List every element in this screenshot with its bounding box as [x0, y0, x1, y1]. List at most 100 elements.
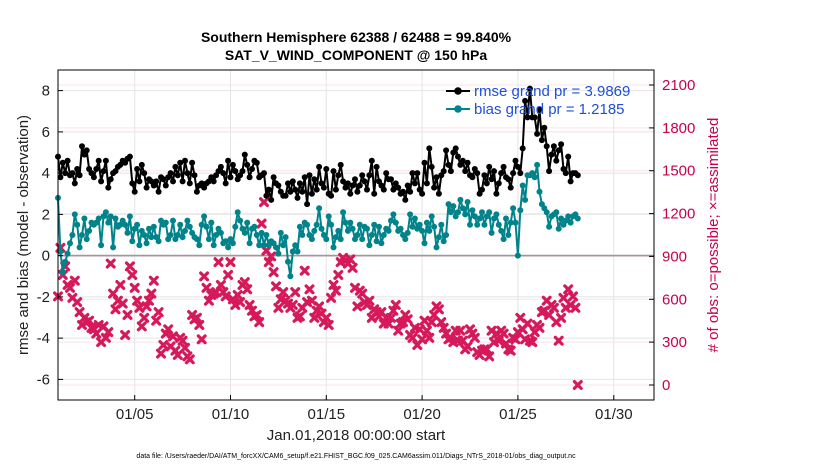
series-point: [565, 213, 572, 220]
obs-assimilated-point: [215, 280, 226, 290]
tick-label-x: 01/15: [308, 406, 346, 423]
series-point: [316, 205, 323, 212]
series-point: [67, 240, 73, 247]
obs-assimilated-marker: [294, 311, 305, 322]
series-point: [225, 244, 232, 251]
obs-assimilated-point: [299, 265, 310, 276]
series-point: [59, 269, 66, 276]
series-point: [294, 194, 301, 201]
series-point: [507, 219, 514, 226]
obs-assimilated-marker: [225, 257, 236, 268]
series-point: [222, 180, 229, 187]
obs-assimilated-point: [115, 280, 126, 290]
series-point: [296, 180, 303, 187]
series-point: [122, 221, 129, 228]
obs-assimilated-marker: [144, 295, 154, 306]
series-point: [64, 157, 71, 164]
tick-label-x: 01/25: [499, 406, 537, 423]
series-point: [107, 176, 114, 183]
series-point: [170, 217, 176, 224]
series-point: [251, 223, 258, 230]
series-point: [486, 209, 493, 216]
series-point: [263, 232, 270, 238]
series-point: [462, 168, 469, 175]
series-point: [354, 188, 361, 195]
series-point: [512, 219, 519, 226]
legend-rmse-label: rmse grand pr = 3.9869: [474, 83, 630, 100]
series-point: [340, 178, 347, 185]
obs-assimilated-point: [481, 344, 492, 355]
series-point: [177, 221, 184, 228]
series-point: [172, 163, 179, 170]
series-point: [378, 240, 385, 247]
obs-assimilated-marker: [259, 197, 269, 208]
obs-assimilated-point: [534, 322, 545, 333]
series-point: [193, 188, 200, 195]
series-point: [62, 258, 69, 265]
series-point: [488, 176, 495, 183]
series-point: [510, 170, 517, 177]
series-point: [253, 232, 260, 238]
series-point: [143, 240, 150, 247]
obs-assimilated-marker: [314, 301, 325, 312]
series-point: [328, 192, 335, 199]
series-point: [193, 236, 200, 243]
series-point: [479, 209, 485, 216]
obs-assimilated-point: [527, 337, 538, 348]
obs-assimilated-point: [223, 270, 234, 280]
obs-assimilated-marker: [132, 295, 143, 306]
series-point: [316, 163, 323, 170]
obs-assimilated-marker: [103, 327, 114, 338]
series-point: [373, 163, 380, 170]
obs-assimilated-point: [139, 312, 150, 323]
obs-assimilated-point: [194, 320, 205, 330]
obs-assimilated-point: [347, 262, 358, 273]
obs-assimilated-marker: [191, 312, 202, 323]
series-point: [136, 178, 143, 185]
obs-assimilated-point: [153, 307, 164, 318]
series-point: [273, 244, 279, 251]
tick-label-right: 2100: [662, 77, 695, 94]
series-point: [574, 215, 581, 222]
series-point: [217, 163, 224, 170]
obs-assimilated-point: [572, 380, 583, 390]
series-point: [411, 215, 418, 222]
series-point: [57, 174, 64, 181]
series-point: [134, 221, 141, 228]
series-point: [356, 182, 363, 189]
obs-assimilated-point: [177, 335, 188, 346]
series-point: [306, 172, 313, 179]
series-point: [294, 248, 301, 255]
obs-assimilated-marker: [433, 304, 444, 315]
series-point: [548, 151, 555, 158]
series-point: [71, 211, 78, 218]
obs-assimilated-point: [498, 328, 509, 339]
obs-assimilated-marker: [120, 330, 131, 340]
series-point: [431, 223, 438, 230]
obs-assimilated-point: [124, 261, 135, 272]
series-point: [246, 174, 253, 181]
series-point: [474, 221, 481, 228]
series-point: [332, 186, 339, 193]
series-point: [170, 178, 176, 185]
series-point: [558, 215, 565, 222]
series-point: [69, 170, 76, 177]
series-point: [562, 170, 569, 177]
series-point: [404, 229, 411, 236]
series-point: [519, 145, 526, 152]
obs-assimilated-marker: [232, 290, 243, 300]
series-point: [368, 232, 375, 238]
series-point: [574, 172, 581, 179]
series-point: [388, 176, 394, 183]
series-point: [282, 234, 289, 241]
series-point: [385, 227, 392, 234]
tick-label-x: 01/10: [212, 406, 250, 423]
series-point: [126, 213, 133, 220]
series-point: [81, 215, 88, 222]
obs-assimilated-marker: [122, 310, 133, 320]
obs-assimilated-marker: [153, 307, 164, 318]
series-point: [498, 170, 505, 177]
series-point: [440, 238, 447, 245]
series-point: [431, 184, 438, 191]
obs-assimilated-point: [333, 270, 344, 280]
